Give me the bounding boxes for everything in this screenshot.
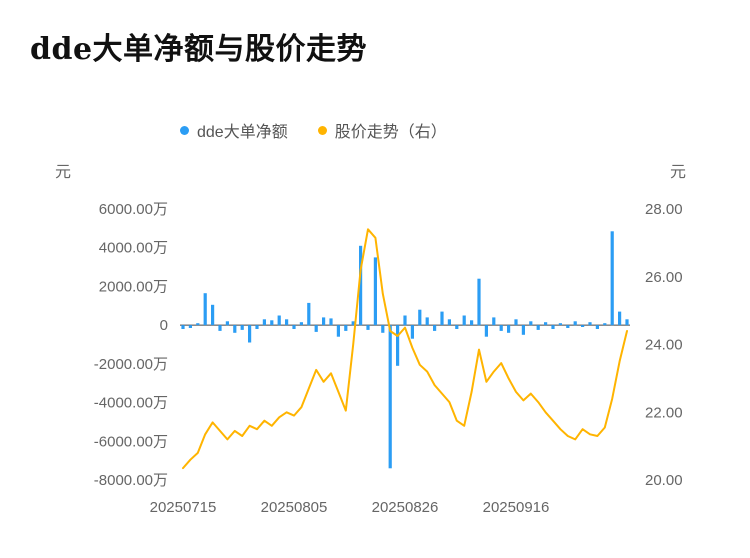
net-amount-bar bbox=[329, 318, 333, 326]
net-amount-bar bbox=[314, 325, 318, 332]
net-amount-bar bbox=[410, 325, 414, 339]
net-amount-bar bbox=[351, 321, 355, 326]
net-amount-bar bbox=[514, 319, 518, 326]
net-amount-bar bbox=[366, 325, 370, 330]
x-axis-date-label: 20250715 bbox=[150, 499, 217, 516]
legend-label: dde大单净额 bbox=[197, 124, 288, 141]
legend: dde大单净额 股价走势（右） bbox=[180, 118, 447, 142]
net-amount-bar bbox=[211, 304, 215, 326]
legend-label: 股价走势（右） bbox=[334, 124, 447, 141]
page-title: dde大单净额与股价走势 bbox=[30, 32, 368, 67]
net-amount-bar bbox=[344, 325, 348, 331]
net-amount-bar bbox=[225, 321, 229, 326]
legend-item-price-trend[interactable]: 股价走势（右） bbox=[317, 118, 447, 142]
net-amount-bar bbox=[470, 320, 474, 326]
net-amount-bar bbox=[203, 293, 207, 326]
net-amount-bar bbox=[336, 325, 340, 337]
net-amount-bar bbox=[307, 302, 311, 326]
net-amount-bar bbox=[292, 325, 296, 329]
net-amount-bar bbox=[507, 325, 511, 333]
left-axis-tick-label: -4000.00万 bbox=[94, 395, 168, 412]
right-axis-tick-label: 24.00 bbox=[645, 337, 683, 354]
net-amount-bar bbox=[625, 319, 629, 326]
net-amount-bar bbox=[566, 325, 570, 328]
net-amount-bar bbox=[499, 325, 503, 331]
x-axis-date-label: 20250826 bbox=[372, 499, 439, 516]
legend-item-dde-net-amount[interactable]: dde大单净额 bbox=[180, 118, 288, 142]
net-amount-bar bbox=[447, 319, 451, 326]
left-axis-tick-label: 6000.00万 bbox=[99, 201, 168, 218]
left-axis-unit: 元 bbox=[55, 164, 72, 181]
net-amount-bar bbox=[285, 319, 289, 326]
net-amount-bar bbox=[618, 311, 622, 326]
right-axis-tick-label: 22.00 bbox=[645, 404, 683, 421]
net-amount-bar bbox=[455, 325, 459, 329]
net-amount-bar bbox=[255, 325, 259, 329]
net-amount-bar bbox=[603, 323, 607, 326]
left-axis-tick-label: -8000.00万 bbox=[94, 472, 168, 489]
left-axis-tick-label: 2000.00万 bbox=[99, 278, 168, 295]
net-amount-bar bbox=[299, 322, 303, 326]
net-amount-bar bbox=[396, 325, 400, 366]
left-axis-tick-label: 0 bbox=[160, 317, 168, 334]
price-line bbox=[182, 228, 628, 470]
net-amount-bar bbox=[262, 319, 266, 326]
net-amount-bar bbox=[536, 325, 540, 330]
net-amount-bar bbox=[240, 325, 244, 330]
net-amount-bar bbox=[188, 325, 192, 328]
net-amount-bar bbox=[277, 315, 281, 326]
net-amount-bar bbox=[529, 321, 533, 326]
net-amount-bar bbox=[322, 317, 326, 326]
net-amount-bar bbox=[425, 317, 429, 326]
left-axis-tick-label: -2000.00万 bbox=[94, 356, 168, 373]
left-axis-tick-label: 4000.00万 bbox=[99, 240, 168, 257]
net-amount-bar bbox=[462, 315, 466, 326]
net-amount-bar bbox=[373, 257, 377, 326]
net-amount-bar bbox=[492, 317, 496, 326]
net-amount-bar bbox=[521, 325, 525, 335]
net-amount-bar bbox=[381, 325, 385, 333]
net-amount-bar bbox=[484, 325, 488, 337]
net-amount-bar bbox=[573, 321, 577, 326]
net-amount-bar bbox=[595, 325, 599, 329]
right-axis-tick-label: 20.00 bbox=[645, 472, 683, 489]
net-amount-bar bbox=[433, 325, 437, 331]
net-amount-bar bbox=[196, 323, 200, 326]
net-amount-bar bbox=[218, 325, 222, 331]
net-amount-bar bbox=[544, 322, 548, 326]
net-amount-bar bbox=[477, 278, 481, 326]
left-axis-tick-label: -6000.00万 bbox=[94, 433, 168, 450]
net-amount-bar bbox=[440, 311, 444, 326]
net-amount-bar bbox=[233, 325, 237, 333]
x-axis-date-label: 20250805 bbox=[261, 499, 328, 516]
net-amount-bar bbox=[581, 325, 585, 327]
net-amount-bar bbox=[551, 325, 555, 329]
net-amount-bar bbox=[181, 325, 185, 329]
right-axis-unit: 元 bbox=[670, 164, 687, 181]
net-amount-bar bbox=[270, 320, 274, 326]
net-amount-bar bbox=[248, 325, 252, 343]
legend-dot-icon bbox=[317, 125, 327, 135]
net-amount-bar bbox=[359, 245, 363, 326]
x-axis-date-label: 20250916 bbox=[483, 499, 550, 516]
net-amount-bar bbox=[610, 231, 614, 326]
net-amount-bar bbox=[588, 322, 592, 326]
legend-dot-icon bbox=[180, 125, 189, 135]
net-amount-bar bbox=[418, 309, 422, 326]
right-axis-tick-label: 26.00 bbox=[645, 269, 683, 286]
right-axis-tick-label: 28.00 bbox=[645, 201, 683, 218]
net-amount-bar bbox=[403, 315, 407, 326]
net-amount-bar bbox=[388, 325, 392, 469]
net-amount-bar bbox=[558, 323, 562, 326]
